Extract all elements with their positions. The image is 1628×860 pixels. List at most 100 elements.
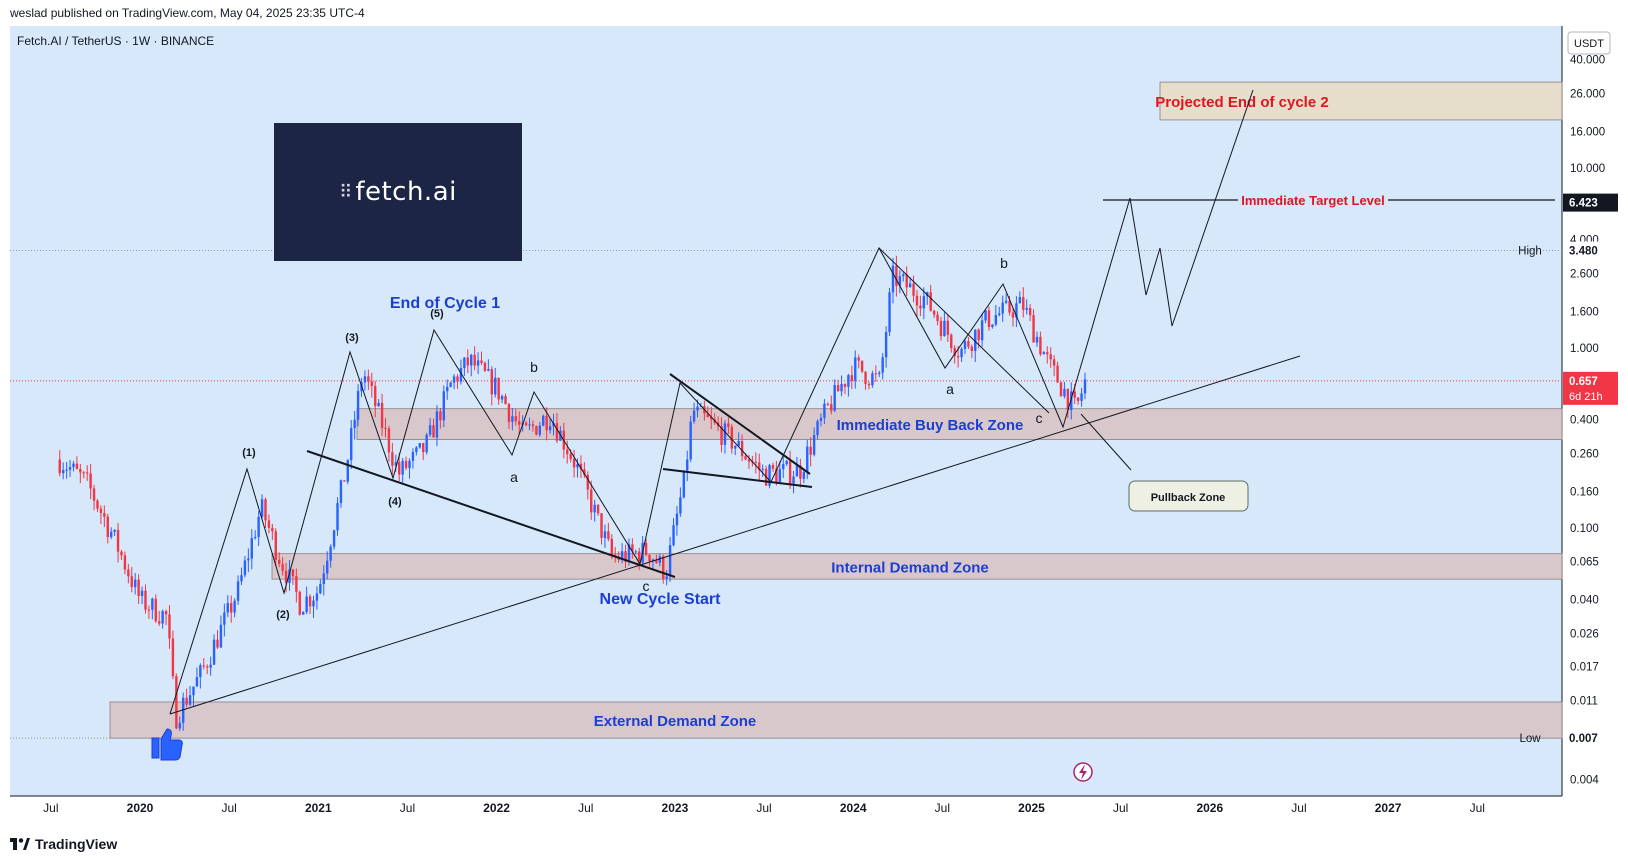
candle-body: [79, 468, 82, 473]
y-tick-label: 0.040: [1570, 595, 1599, 607]
candle-body: [638, 551, 641, 563]
candle-body: [363, 376, 367, 383]
candle-body: [133, 579, 137, 588]
high-side-label: High: [1518, 246, 1542, 258]
x-tick-label: Jul: [1113, 801, 1128, 815]
candle-body: [854, 357, 857, 381]
candle-body: [905, 274, 908, 288]
y-tick-label: 0.400: [1570, 415, 1599, 427]
candle-body: [1032, 315, 1035, 343]
candle-body: [466, 357, 469, 366]
candle-body: [878, 372, 881, 374]
candle-body: [884, 331, 888, 358]
candle-body: [528, 424, 531, 426]
internal-demand-label: Internal Demand Zone: [831, 559, 989, 576]
channel-line: [878, 247, 1050, 414]
triangle-upper-line: [669, 373, 811, 475]
candle-body: [442, 391, 445, 421]
candle-body: [761, 468, 764, 470]
low-tag-text: 0.007: [1569, 733, 1598, 745]
candle-body: [212, 639, 216, 665]
candle-body: [75, 463, 79, 469]
candle-body: [1083, 379, 1087, 394]
candle-body: [665, 576, 668, 579]
buy-back-zone-label: Immediate Buy Back Zone: [837, 417, 1024, 434]
candle-body: [459, 368, 463, 382]
candle-body: [816, 421, 819, 436]
countdown-text: 6d 21h: [1569, 391, 1603, 403]
candle-body: [696, 406, 699, 411]
candle-body: [727, 423, 730, 427]
candle-body: [158, 621, 161, 624]
candle-body: [826, 403, 830, 405]
candle-body: [634, 551, 638, 553]
candle-body: [734, 445, 737, 449]
candle-body: [315, 593, 319, 601]
candle-body: [836, 385, 840, 392]
candle-body: [655, 559, 658, 563]
candle-body: [1035, 336, 1039, 343]
candle-body: [607, 531, 610, 539]
candle-body: [802, 471, 806, 479]
candle-body: [662, 556, 665, 579]
candle-body: [720, 426, 723, 445]
candle-body: [668, 545, 672, 577]
candle-body: [771, 465, 775, 469]
candle-body: [795, 465, 799, 477]
candle-body: [740, 440, 744, 457]
candle-body: [747, 459, 751, 462]
candle-body: [830, 404, 833, 411]
wave-1-label: (1): [242, 447, 256, 459]
candle-body: [946, 320, 950, 335]
candle-body: [579, 463, 583, 470]
candle-body: [202, 665, 205, 667]
candle-body: [353, 419, 356, 429]
wave-c2-label: c: [1036, 410, 1043, 426]
candle-body: [1052, 359, 1056, 366]
candle-body: [428, 425, 432, 435]
candle-body: [230, 603, 233, 613]
candle-body: [257, 516, 260, 537]
candle-body: [569, 454, 572, 459]
candle-body: [799, 465, 802, 479]
candle-body: [233, 600, 236, 613]
projected-end-label: Projected End of cycle 2: [1155, 94, 1328, 111]
candle-body: [514, 416, 518, 422]
candle-body: [590, 489, 593, 513]
candle-body: [1015, 303, 1018, 318]
candle-body: [689, 421, 692, 460]
candle-body: [226, 603, 229, 613]
x-tick-label: Jul: [935, 801, 950, 815]
candle-body: [1039, 336, 1042, 355]
candle-body: [631, 544, 634, 552]
candle-body: [586, 474, 590, 490]
candle-body: [891, 265, 895, 293]
candle-body: [473, 354, 476, 366]
candle-body: [843, 384, 847, 387]
candle-body: [1004, 300, 1008, 303]
candle-body: [199, 665, 202, 678]
candle-body: [840, 384, 843, 392]
candle-body: [339, 480, 343, 504]
candle-body: [68, 467, 72, 470]
high-tag-text: 3.480: [1569, 246, 1598, 258]
x-tick-label: Jul: [756, 801, 771, 815]
target-tag-bg: [1563, 193, 1618, 212]
candle-body: [168, 614, 171, 639]
y-tick-label: 2.600: [1570, 268, 1599, 280]
candle-body: [336, 503, 339, 531]
candle-body: [857, 357, 860, 361]
candle-body: [943, 320, 946, 337]
candle-body: [209, 664, 212, 668]
candle-body: [898, 276, 902, 286]
candle-body: [483, 362, 487, 371]
candle-body: [1046, 352, 1049, 355]
candle-body: [161, 611, 164, 624]
candle-body: [871, 373, 874, 386]
candle-body: [374, 385, 377, 407]
candle-body: [823, 403, 826, 418]
tradingview-footer[interactable]: TradingView: [10, 836, 117, 852]
price-axis-background: [1562, 26, 1618, 796]
candle-body: [507, 403, 511, 422]
candle-body: [730, 426, 734, 449]
